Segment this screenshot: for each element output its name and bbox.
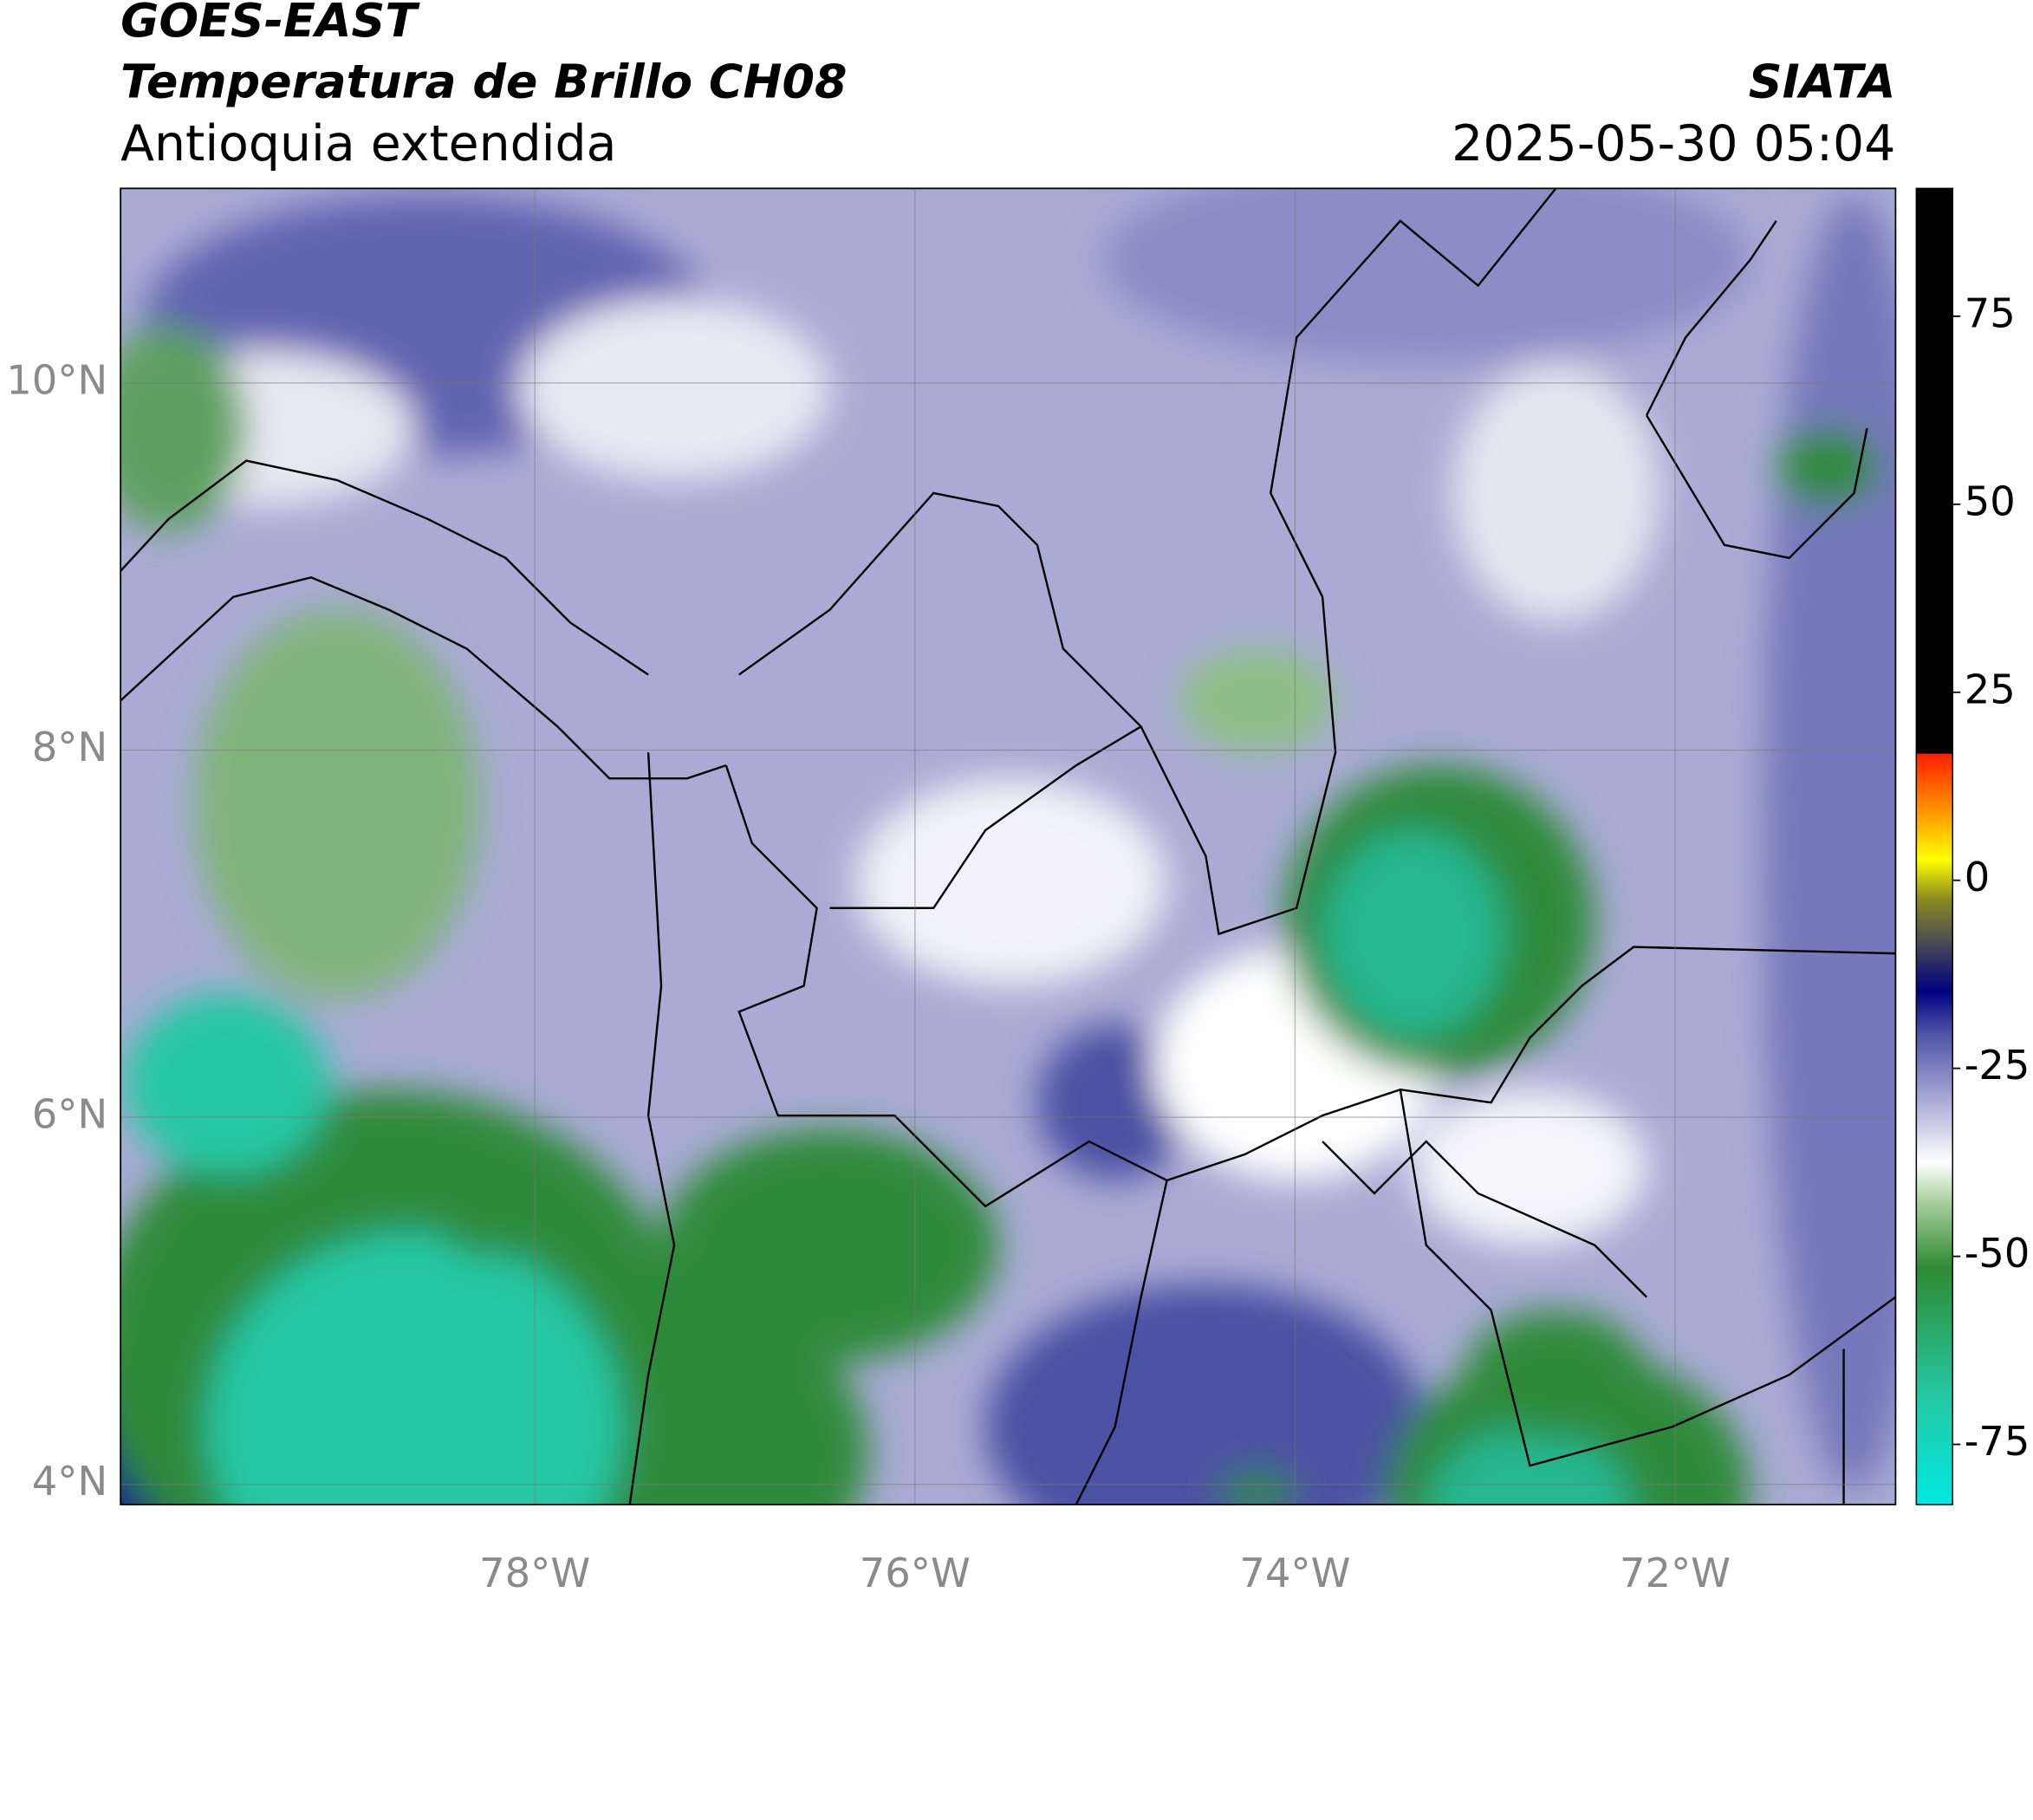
subtitle: Antioquia extendida bbox=[120, 115, 616, 172]
colorbar-tick-label: 50 bbox=[1965, 478, 2016, 524]
grid bbox=[120, 188, 1896, 1505]
colorbar-tick-label: 25 bbox=[1965, 666, 2016, 712]
agency: SIATA bbox=[1749, 54, 1896, 108]
title-line2: Temperatura de Brillo CH08 bbox=[120, 54, 847, 108]
x-tick-label: 74°W bbox=[1239, 1550, 1350, 1596]
x-tick-label: 78°W bbox=[479, 1550, 590, 1596]
satellite-image bbox=[120, 188, 1896, 1505]
colorbar-tick-label: 0 bbox=[1965, 854, 1991, 900]
y-tick-label: 10°N bbox=[6, 356, 107, 403]
x-tick-label: 72°W bbox=[1620, 1550, 1731, 1596]
colorbar-tick-label: -25 bbox=[1965, 1042, 2030, 1089]
y-tick-label: 4°N bbox=[32, 1458, 107, 1505]
y-tick-label: 6°N bbox=[32, 1091, 107, 1138]
title-line1: GOES-EAST bbox=[120, 0, 420, 48]
y-tick-label: 8°N bbox=[32, 724, 107, 770]
colorbar bbox=[1915, 187, 1953, 1505]
colorbar-tick-label: 75 bbox=[1965, 289, 2016, 336]
colorbar-tick-label: -75 bbox=[1965, 1418, 2030, 1465]
map-frame bbox=[120, 187, 1897, 1505]
timestamp: 2025-05-30 05:04 bbox=[1452, 115, 1895, 172]
colorbar-tick-label: -50 bbox=[1965, 1230, 2030, 1277]
borders bbox=[120, 188, 1896, 1505]
x-tick-label: 76°W bbox=[860, 1550, 971, 1596]
